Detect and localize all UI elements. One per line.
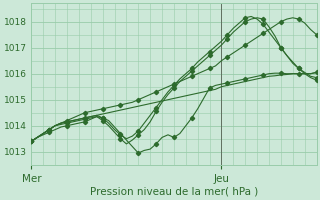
X-axis label: Pression niveau de la mer( hPa ): Pression niveau de la mer( hPa ) [90,187,258,197]
